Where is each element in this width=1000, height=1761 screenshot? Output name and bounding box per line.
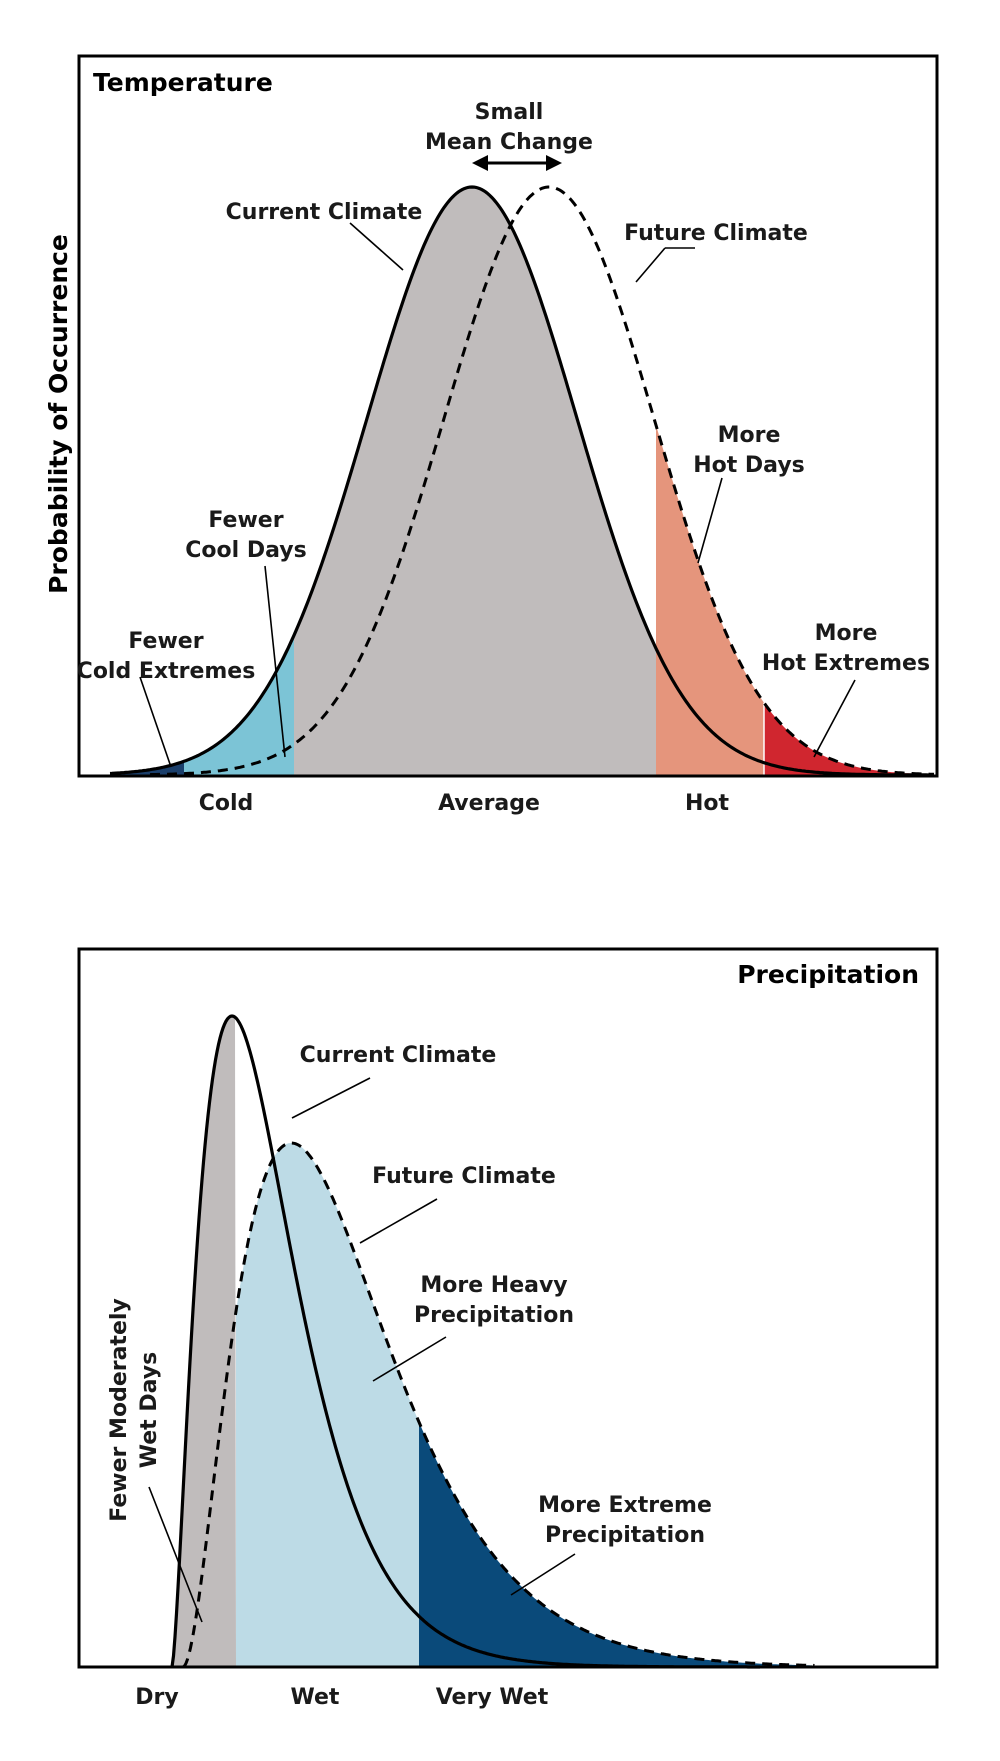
precipitation-title: Precipitation [737, 960, 919, 989]
fewer-moderate-label-1: Fewer Moderately [107, 1298, 132, 1522]
current-climate-leader [291, 1077, 371, 1119]
more-hot-extremes-leader [813, 679, 856, 758]
mean-change-label-1: Small [475, 100, 544, 125]
current-climate-fill [172, 1016, 236, 1667]
current-climate-leader [349, 222, 404, 271]
temperature-title: Temperature [93, 68, 273, 97]
future-climate-label: Future Climate [372, 1164, 556, 1189]
more-extreme-label-1: More Extreme [538, 1493, 712, 1518]
more-hot-days-label-1: More [718, 423, 781, 448]
fewer-moderate-leader [148, 1486, 203, 1623]
more-heavy-leader [372, 1336, 447, 1382]
more-hot-extremes-fill [764, 702, 932, 775]
y-axis-label: Probability of Occurrence [44, 234, 73, 594]
more-heavy-label-2: Precipitation [414, 1303, 574, 1328]
tick-dry: Dry [135, 1685, 178, 1710]
more-hot-extremes-label-1: More [815, 621, 878, 646]
fewer-cold-extremes-fill [110, 761, 184, 775]
future-climate-leader [635, 247, 666, 283]
current-climate-label: Current Climate [300, 1043, 497, 1068]
tick-cold: Cold [199, 791, 254, 816]
tick-hot: Hot [685, 791, 730, 816]
tick-very-wet: Very Wet [436, 1685, 549, 1710]
more-heavy-precipitation-fill [236, 1143, 419, 1667]
fewer-cold-extremes-label-1: Fewer [128, 629, 203, 654]
more-hot-extremes-label-2: Hot Extremes [762, 651, 930, 676]
fewer-cool-days-leader [264, 565, 286, 758]
more-extreme-leader [510, 1553, 576, 1596]
future-climate-curve [149, 185, 935, 777]
more-extreme-precipitation-fill [419, 1422, 812, 1667]
precipitation-frame [77, 947, 939, 1669]
current-climate-fill [110, 187, 935, 775]
fewer-cool-days-label-2: Cool Days [185, 538, 306, 563]
precipitation-panel: Precipitation Current Climate Future Cli… [77, 947, 939, 1710]
tick-wet: Wet [291, 1685, 340, 1710]
future-climate-label: Future Climate [624, 221, 808, 246]
current-climate-label: Current Climate [226, 200, 423, 225]
more-hot-days-leader [697, 477, 723, 564]
future-climate-leader [359, 1198, 438, 1244]
mean-change-arrow [472, 155, 562, 171]
more-hot-days-fill [656, 425, 764, 775]
fewer-cool-days-label-1: Fewer [208, 508, 283, 533]
fewer-moderate-label-2: Wet Days [137, 1352, 162, 1468]
fewer-cold-extremes-leader [139, 676, 172, 768]
more-heavy-label-1: More Heavy [420, 1273, 567, 1298]
more-extreme-label-2: Precipitation [545, 1523, 705, 1548]
fewer-cool-days-fill [184, 635, 294, 775]
more-hot-days-label-2: Hot Days [693, 453, 805, 478]
fewer-cold-extremes-label-2: Cold Extremes [77, 659, 256, 684]
temperature-panel: Temperature Probability of Occurrence Sm… [44, 54, 939, 816]
temperature-frame [77, 54, 939, 778]
mean-change-label-2: Mean Change [425, 130, 593, 155]
current-climate-curve [109, 185, 934, 777]
tick-average: Average [438, 791, 540, 816]
